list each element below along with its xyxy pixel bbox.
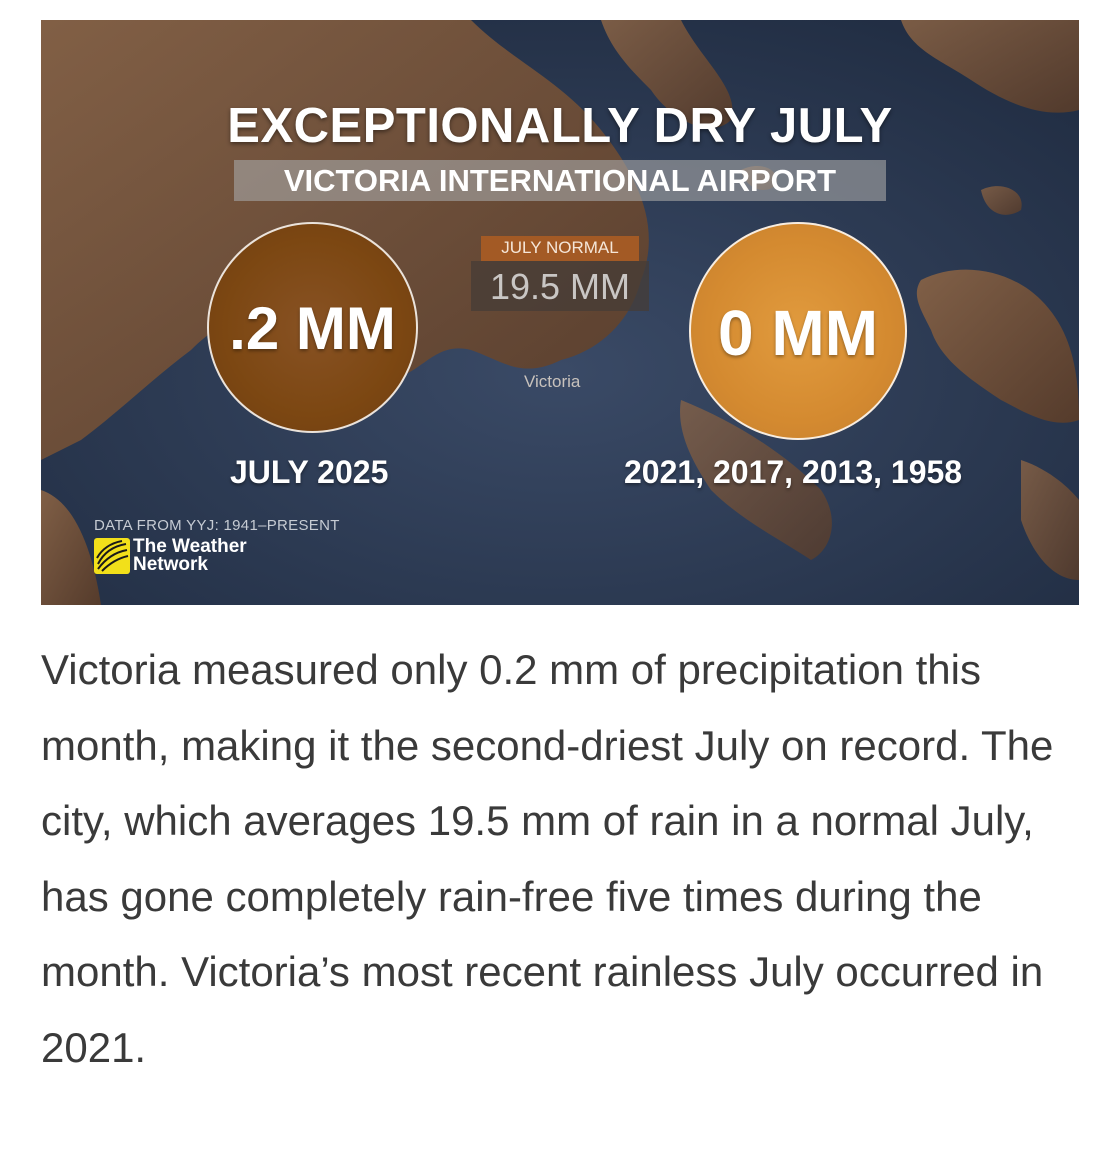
july-2025-caption: JULY 2025 — [230, 454, 389, 490]
normal-label: JULY NORMAL — [501, 238, 619, 257]
july-2025-circle: .2 MM — [207, 222, 418, 433]
data-source: DATA FROM YYJ: 1941–PRESENT — [94, 517, 340, 534]
article-paragraph: Victoria measured only 0.2 mm of precipi… — [41, 646, 1054, 1071]
normal-value-badge: 19.5 MM — [471, 261, 649, 311]
logo-text: The Weather Network — [133, 536, 247, 575]
subtitle-banner: VICTORIA INTERNATIONAL AIRPORT — [234, 160, 886, 201]
weather-graphic: EXCEPTIONALLY DRY JULY VICTORIA INTERNAT… — [41, 20, 1079, 605]
zero-mm-value: 0 MM — [718, 297, 878, 369]
logo-text-line2: Network — [133, 554, 208, 575]
logo-text-line1: The Weather — [133, 536, 247, 557]
weather-network-logo-icon — [94, 538, 130, 574]
july-2025-value: .2 MM — [229, 295, 396, 362]
normal-label-badge: JULY NORMAL — [481, 236, 639, 261]
zero-mm-circle: 0 MM — [689, 222, 907, 440]
graphic-subtitle: VICTORIA INTERNATIONAL AIRPORT — [283, 163, 837, 198]
zero-mm-years-caption: 2021, 2017, 2013, 1958 — [624, 454, 963, 490]
normal-value: 19.5 MM — [489, 266, 631, 307]
graphic-title: EXCEPTIONALLY DRY JULY — [227, 99, 893, 153]
map-place-label: Victoria — [524, 372, 581, 391]
